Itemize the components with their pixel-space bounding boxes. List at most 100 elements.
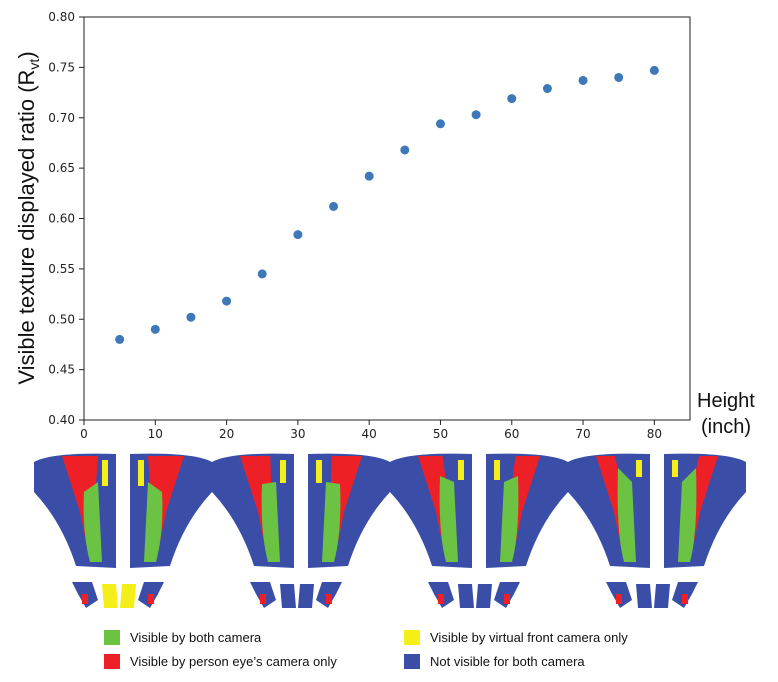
x-tick-label: 70 xyxy=(575,427,590,441)
y-tick-label: 0.40 xyxy=(48,413,75,427)
green-region-right xyxy=(500,476,519,562)
green-region-right xyxy=(678,468,697,562)
hand-red-left xyxy=(82,594,88,604)
hands-map xyxy=(72,582,164,608)
x-tick-label: 60 xyxy=(504,427,519,441)
foot-right xyxy=(476,584,492,608)
hand-red-right xyxy=(148,594,154,604)
y-axis-title-main: Visible texture displayed ratio (R xyxy=(14,70,39,385)
legend-label-both: Visible by both camera xyxy=(130,630,262,645)
legend-item-virtual: Visible by virtual front camera only xyxy=(404,630,628,645)
legend-label-virtual: Visible by virtual front camera only xyxy=(430,630,628,645)
foot-right xyxy=(120,584,136,608)
hand-red-left xyxy=(260,594,266,604)
data-point xyxy=(115,334,125,344)
data-point xyxy=(329,201,339,211)
legend-item-person: Visible by person eye’s camera only xyxy=(104,654,337,669)
hand-red-right xyxy=(682,594,688,604)
foot-right xyxy=(298,584,314,608)
data-point xyxy=(400,145,410,155)
texture-map-panel xyxy=(390,453,568,608)
data-point xyxy=(614,72,624,82)
texture-map-panel xyxy=(34,453,212,608)
green-region-left xyxy=(83,482,102,562)
y-tick-label: 0.60 xyxy=(48,212,75,226)
x-axis-title: Height (inch) xyxy=(697,388,755,440)
hands-map xyxy=(428,582,520,608)
data-point xyxy=(257,269,267,279)
legend: Visible by both camera Visible by person… xyxy=(104,630,724,674)
yellow-region-left xyxy=(458,460,464,480)
y-tick-label: 0.55 xyxy=(48,262,75,276)
y-axis-title: Visible texture displayed ratio (Rvt) xyxy=(14,51,42,384)
legend-label-none: Not visible for both camera xyxy=(430,654,585,669)
y-tick-label: 0.70 xyxy=(48,111,75,125)
hand-red-left xyxy=(438,594,444,604)
x-tick-label: 50 xyxy=(433,427,448,441)
foot-left xyxy=(458,584,474,608)
data-point xyxy=(222,296,232,306)
green-region-left xyxy=(261,482,280,562)
yellow-region-left xyxy=(636,460,642,477)
y-tick-label: 0.65 xyxy=(48,161,75,175)
hands-map xyxy=(250,582,342,608)
texture-map-panel xyxy=(568,453,746,608)
plot-area xyxy=(83,16,691,421)
data-point xyxy=(578,75,588,85)
y-axis-title-subscript: vt xyxy=(26,59,42,70)
x-axis-title-line2: (inch) xyxy=(701,416,752,438)
x-tick-label: 20 xyxy=(219,427,234,441)
texture-map-panel xyxy=(212,453,390,608)
foot-left xyxy=(102,584,118,608)
yellow-region-left xyxy=(102,460,108,486)
yellow-region-right xyxy=(494,460,500,480)
y-tick-label: 0.80 xyxy=(48,10,75,24)
legend-swatch-yellow xyxy=(404,630,420,645)
x-axis: 0 10 20 30 40 50 60 70 80 xyxy=(80,420,662,441)
legend-item-none: Not visible for both camera xyxy=(404,654,585,669)
hand-red-right xyxy=(326,594,332,604)
hand-red-right xyxy=(504,594,510,604)
y-tick-label: 0.75 xyxy=(48,60,75,74)
legend-item-both: Visible by both camera xyxy=(104,630,261,645)
data-point xyxy=(649,65,659,75)
legend-swatch-red xyxy=(104,654,120,669)
hands-map xyxy=(606,582,698,608)
foot-right xyxy=(654,584,670,608)
scatter-chart: 0.40 0.45 0.50 0.55 0.60 0.65 0.70 0.75 0.80 0 10… xyxy=(14,10,691,441)
x-tick-label: 80 xyxy=(647,427,662,441)
data-point xyxy=(293,230,303,240)
x-tick-label: 0 xyxy=(80,427,88,441)
data-point xyxy=(471,110,481,120)
legend-label-person: Visible by person eye’s camera only xyxy=(130,654,337,669)
x-axis-title-line1: Height xyxy=(697,390,755,412)
yellow-region-right xyxy=(138,460,144,486)
x-tick-label: 30 xyxy=(290,427,305,441)
legend-swatch-blue xyxy=(404,654,420,669)
yellow-region-right xyxy=(672,460,678,477)
green-region-left xyxy=(439,476,458,562)
green-region-right xyxy=(144,482,163,562)
data-point xyxy=(435,119,445,129)
data-point xyxy=(150,324,160,334)
legend-swatch-green xyxy=(104,630,120,645)
green-region-right xyxy=(322,482,341,562)
texture-visibility-figures xyxy=(34,453,746,608)
y-tick-label: 0.45 xyxy=(48,363,75,377)
data-point xyxy=(186,312,196,322)
data-point xyxy=(364,171,374,181)
foot-left xyxy=(636,584,652,608)
yellow-region-right xyxy=(316,460,322,483)
green-region-left xyxy=(617,468,636,562)
yellow-region-left xyxy=(280,460,286,483)
foot-left xyxy=(280,584,296,608)
y-axis-title-close: ) xyxy=(14,51,39,58)
hand-red-left xyxy=(616,594,622,604)
x-tick-label: 40 xyxy=(362,427,377,441)
data-points xyxy=(115,65,659,344)
y-tick-label: 0.50 xyxy=(48,312,75,326)
data-point xyxy=(542,84,552,94)
data-point xyxy=(507,94,517,104)
y-axis: 0.40 0.45 0.50 0.55 0.60 0.65 0.70 0.75 0.80 xyxy=(48,10,84,427)
x-tick-label: 10 xyxy=(148,427,163,441)
